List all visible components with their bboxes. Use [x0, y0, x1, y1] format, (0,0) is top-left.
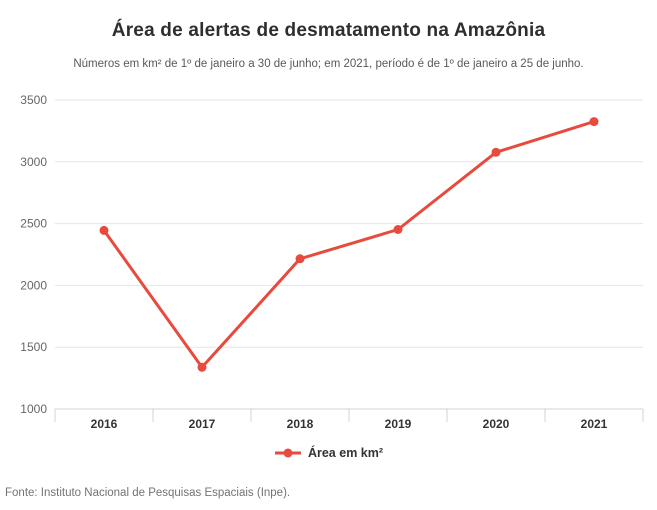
x-tick-label: 2018 — [287, 417, 314, 431]
y-tick-label: 2500 — [20, 217, 47, 231]
y-tick-label: 3500 — [20, 93, 47, 107]
legend-item[interactable]: Área em km² — [0, 446, 657, 460]
y-axis-labels: 1000 1500 2000 2500 3000 3500 — [20, 93, 47, 416]
chart-title: Área de alertas de desmatamento na Amazô… — [111, 20, 546, 41]
data-point[interactable] — [99, 225, 109, 235]
x-tick-label: 2021 — [581, 417, 608, 431]
x-tick-label: 2019 — [385, 417, 412, 431]
x-axis — [54, 408, 644, 422]
data-point[interactable] — [393, 225, 403, 234]
series-line — [102, 120, 596, 369]
data-points — [99, 117, 599, 372]
data-point[interactable] — [295, 254, 305, 264]
x-tick-label: 2017 — [189, 417, 216, 431]
series-marker-icon — [274, 447, 302, 459]
y-tick-label: 2000 — [20, 278, 47, 292]
line-chart: 1000 1500 2000 2500 3000 3500 2016 2017 2018 2019… — [0, 85, 657, 437]
data-point[interactable] — [491, 147, 501, 157]
y-tick-label: 3000 — [20, 155, 47, 169]
legend-label: Área em km² — [307, 446, 384, 460]
y-tick-label: 1500 — [20, 340, 47, 354]
data-point[interactable] — [197, 362, 207, 372]
data-point[interactable] — [589, 117, 599, 127]
x-tick-label: 2016 — [91, 417, 118, 431]
y-gridlines — [55, 99, 643, 348]
x-axis-labels: 2016 2017 2018 2019 2020 2021 — [91, 417, 608, 431]
y-tick-label: 1000 — [20, 402, 47, 416]
x-tick-label: 2020 — [483, 417, 510, 431]
chart-subtitle: Números em km² de 1º de janeiro a 30 de … — [73, 58, 584, 70]
source-note: Fonte: Instituto Nacional de Pesquisas E… — [5, 487, 291, 499]
line-chart-svg: 1000 1500 2000 2500 3000 3500 2016 2017 2018 2019… — [20, 93, 644, 431]
